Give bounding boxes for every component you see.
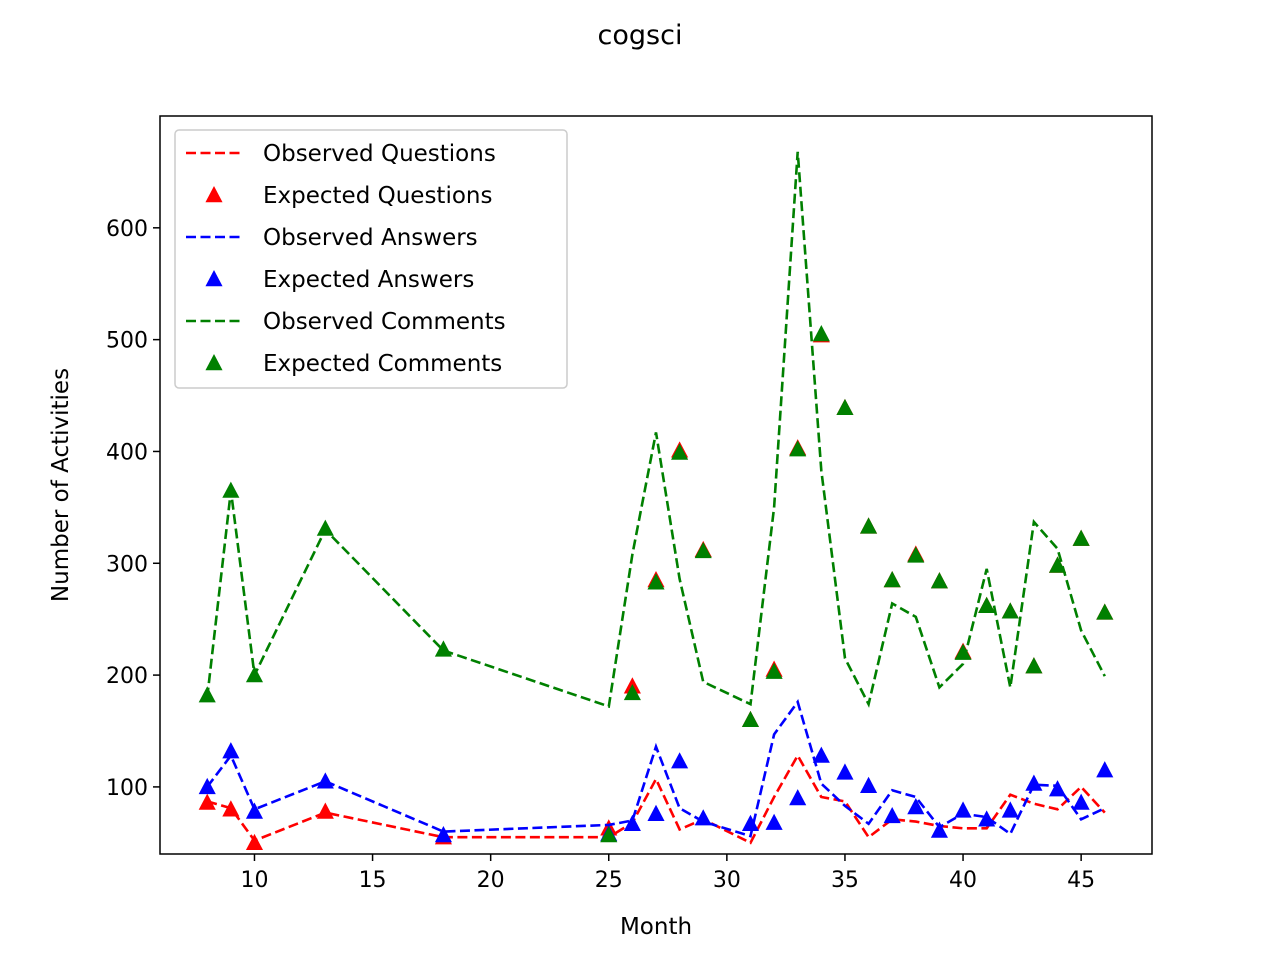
expected-comments-marker <box>222 481 240 498</box>
expected-answers-marker <box>647 804 665 821</box>
expected-answers-marker <box>812 746 830 763</box>
legend-label-expected-questions: Expected Questions <box>263 183 492 209</box>
plot-area <box>198 151 1114 851</box>
y-tick-label: 400 <box>106 440 148 465</box>
legend-label-observed-answers: Observed Answers <box>263 225 478 251</box>
expected-answers-marker <box>222 742 240 759</box>
expected-answers-marker <box>1048 780 1067 797</box>
legend-swatch-expected-questions <box>205 186 223 203</box>
expected-answers-marker <box>907 798 925 815</box>
expected-answers-marker <box>434 825 452 843</box>
expected-answers-marker <box>1072 793 1090 810</box>
x-tick-label: 30 <box>713 868 741 893</box>
expected-answers-marker <box>671 752 689 769</box>
y-tick-label: 600 <box>106 217 148 242</box>
expected-comments-marker <box>1096 603 1114 620</box>
x-tick-label: 40 <box>949 868 977 893</box>
expected-answers-marker <box>860 776 878 793</box>
legend-label-observed-comments: Observed Comments <box>263 309 506 335</box>
legend-label-expected-comments: Expected Comments <box>263 351 502 377</box>
expected-comments-marker <box>647 573 665 590</box>
y-tick-label: 500 <box>106 329 148 354</box>
expected-answers-marker <box>316 772 334 789</box>
legend-swatch-expected-comments <box>205 354 223 371</box>
expected-comments-marker <box>930 572 948 589</box>
expected-questions-marker <box>245 833 264 851</box>
expected-comments-marker <box>836 398 854 416</box>
legend: Observed Questions Expected Questions Obse… <box>174 129 568 389</box>
expected-comments-marker <box>978 596 996 613</box>
expected-answers-marker <box>245 802 264 819</box>
expected-answers-marker <box>954 801 972 818</box>
expected-comments-marker <box>1048 556 1067 573</box>
x-tick-label: 25 <box>595 868 623 893</box>
expected-comments-marker <box>765 662 783 679</box>
expected-comments-marker <box>316 519 334 536</box>
expected-comments-marker <box>741 710 760 728</box>
x-tick-label: 45 <box>1067 868 1095 893</box>
expected-comments-marker <box>954 643 972 660</box>
expected-answers-marker <box>883 806 901 824</box>
x-tick-label: 15 <box>359 868 387 893</box>
observed-questions-line <box>206 752 1106 845</box>
observed-comments-line <box>205 151 1106 709</box>
legend-label-expected-answers: Expected Answers <box>263 267 474 293</box>
expected-comments-marker <box>434 640 452 657</box>
expected-comments-marker <box>623 683 641 701</box>
expected-questions-marker <box>316 802 334 819</box>
expected-comments-marker <box>907 546 925 563</box>
expected-answers-marker <box>623 814 641 832</box>
chart-title: cogsci <box>598 20 683 51</box>
y-tick-label: 100 <box>106 776 148 801</box>
expected-answers-marker <box>1096 761 1114 778</box>
x-axis-label: Month <box>620 914 692 940</box>
legend-label-observed-questions: Observed Questions <box>263 141 496 167</box>
expected-comments-marker <box>860 517 878 534</box>
expected-answers-marker <box>930 821 948 838</box>
expected-comments-marker <box>789 440 807 457</box>
legend-swatch-expected-answers <box>205 270 223 287</box>
x-tick-label: 10 <box>240 868 268 893</box>
plot-frame <box>159 115 1153 855</box>
y-tick-label: 300 <box>106 552 148 577</box>
legend-box <box>174 129 568 389</box>
expected-answers-marker <box>836 763 854 780</box>
observed-answers-line <box>206 698 1106 838</box>
expected-comments-marker <box>1025 657 1043 674</box>
y-axis-label: Number of Activities <box>48 368 74 602</box>
y-tick-label: 200 <box>106 664 148 689</box>
expected-comments-marker <box>694 541 712 559</box>
expected-answers-marker <box>978 810 996 827</box>
expected-answers-marker <box>694 809 712 826</box>
expected-questions-marker <box>198 793 216 810</box>
expected-comments-marker <box>1001 602 1019 619</box>
expected-comments-marker <box>198 686 216 703</box>
axis-ticks: 10 15 20 25 30 35 40 45 100 200 300 400 500 600 <box>106 217 1095 893</box>
expected-answers-marker <box>789 789 807 806</box>
expected-answers-marker <box>198 777 216 795</box>
expected-answers-marker <box>741 814 760 832</box>
expected-questions-marker <box>222 800 240 817</box>
x-tick-label: 35 <box>831 868 859 893</box>
expected-comments-marker <box>600 825 618 843</box>
expected-answers-marker <box>765 813 783 830</box>
expected-answers-marker <box>1025 774 1043 791</box>
expected-comments-marker <box>812 325 830 342</box>
expected-comments-marker <box>1072 529 1090 546</box>
expected-answers-marker <box>1001 801 1019 818</box>
x-tick-label: 20 <box>477 868 505 893</box>
expected-comments-marker <box>671 443 689 460</box>
expected-comments-marker <box>883 571 901 588</box>
expected-comments-marker <box>245 666 264 683</box>
